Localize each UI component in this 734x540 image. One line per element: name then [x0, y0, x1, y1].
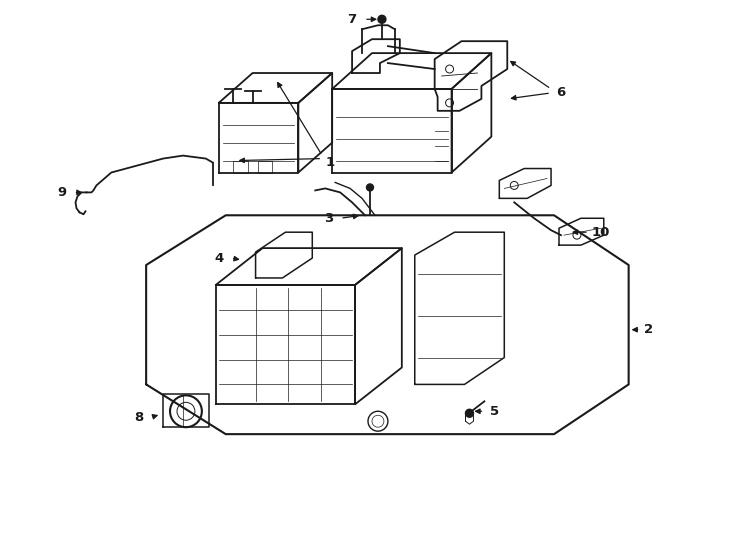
Bar — [258, 160, 272, 172]
Circle shape — [366, 184, 374, 191]
Text: 1: 1 — [326, 156, 335, 169]
Text: 5: 5 — [490, 405, 499, 418]
Circle shape — [465, 409, 473, 417]
Circle shape — [378, 15, 386, 23]
Text: 8: 8 — [134, 411, 144, 424]
Text: 7: 7 — [347, 13, 357, 26]
Bar — [233, 160, 247, 172]
Text: 3: 3 — [324, 212, 333, 225]
Text: 6: 6 — [556, 86, 566, 99]
Text: 2: 2 — [644, 323, 653, 336]
Text: 10: 10 — [592, 226, 610, 239]
Text: 9: 9 — [57, 186, 66, 199]
Text: 4: 4 — [214, 252, 223, 265]
